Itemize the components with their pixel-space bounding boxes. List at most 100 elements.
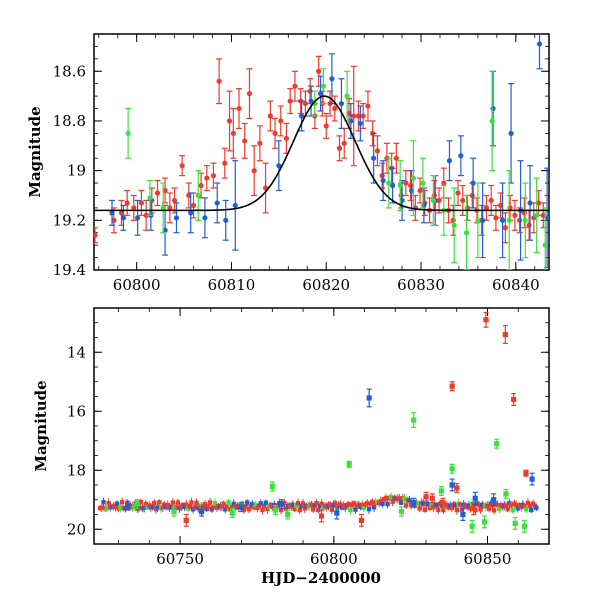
baseline-point — [403, 503, 409, 508]
baseline-point — [118, 505, 123, 510]
baseline-point — [505, 506, 510, 512]
baseline-point — [152, 500, 157, 506]
baseline-point — [170, 500, 176, 505]
baseline-point — [398, 500, 404, 505]
baseline-point — [101, 499, 106, 505]
bottom-axis-ticks: 60750 60800 60850 14 16 18 20 — [67, 307, 550, 568]
baseline-point — [113, 504, 118, 510]
red-data-point — [454, 485, 460, 491]
red-data-point — [460, 197, 466, 204]
baseline-point — [212, 501, 218, 506]
baseline-point — [211, 504, 216, 510]
baseline-point — [397, 496, 402, 501]
red-data-point — [323, 123, 329, 129]
blue-data-point — [499, 217, 506, 223]
green-data-point — [534, 212, 540, 218]
baseline-point — [282, 500, 287, 506]
green-data-point — [451, 222, 457, 228]
red-data-point — [287, 98, 293, 104]
red-data-point — [488, 197, 494, 204]
red-data-point — [403, 180, 409, 186]
red-data-point — [423, 494, 429, 500]
blue-data-point — [472, 495, 478, 501]
baseline-point — [436, 507, 441, 513]
blue-data-point — [366, 395, 372, 401]
red-data-point — [302, 100, 308, 107]
baseline-point — [106, 500, 111, 506]
red-data-point — [471, 506, 477, 512]
blue-data-point — [449, 482, 455, 488]
green-data-point — [134, 501, 140, 507]
bottom-panel: 60750 60800 60850 14 16 18 20 Magnitude HJD−24… — [32, 307, 550, 587]
bottom-x-axis-label: HJD−2400000 — [261, 569, 381, 587]
baseline-point — [327, 502, 333, 507]
green-data-point — [229, 510, 235, 516]
baseline-point — [380, 501, 385, 507]
baseline-point — [365, 501, 370, 506]
blue-data-point — [491, 497, 497, 503]
baseline-point — [231, 501, 236, 507]
red-data-point — [272, 130, 278, 136]
baseline-point — [299, 503, 304, 509]
blue-data-point — [109, 210, 115, 216]
red-data-point — [469, 192, 475, 199]
baseline-point — [189, 500, 194, 505]
green-data-point — [344, 93, 350, 99]
baseline-point — [104, 506, 110, 511]
baseline-point — [453, 503, 458, 508]
red-data-point — [124, 200, 130, 206]
red-data-point — [360, 113, 366, 119]
baseline-point — [207, 500, 213, 505]
green-data-point — [125, 130, 131, 136]
top-y-tick-label: 18.8 — [53, 112, 86, 130]
baseline-point — [131, 504, 137, 510]
red-data-point — [210, 173, 217, 179]
baseline-point — [157, 500, 162, 505]
baseline-point — [361, 505, 367, 510]
baseline-point — [221, 501, 226, 507]
green-data-point — [160, 205, 166, 211]
green-data-point — [285, 511, 291, 518]
baseline-point — [425, 502, 431, 507]
red-data-point — [222, 160, 228, 166]
red-data-point — [336, 145, 343, 151]
baseline-point — [204, 506, 209, 512]
baseline-point — [515, 506, 520, 511]
top-y-tick-label: 19 — [67, 162, 86, 180]
baseline-point — [248, 504, 253, 509]
baseline-point — [256, 503, 262, 509]
blue-data-point — [371, 155, 377, 161]
green-data-point — [438, 488, 444, 494]
baseline-point — [260, 507, 265, 513]
green-data-point — [542, 242, 548, 248]
baseline-point — [261, 503, 267, 509]
baseline-point — [309, 502, 314, 507]
baseline-point — [265, 506, 270, 512]
green-data-point — [475, 217, 481, 223]
blue-data-point — [202, 215, 208, 221]
blue-data-point — [338, 100, 345, 107]
bottom-y-axis-label: Magnitude — [32, 380, 50, 471]
blue-data-point — [380, 177, 386, 184]
baseline-point — [192, 505, 198, 510]
baseline-point — [495, 502, 500, 508]
baseline-point — [507, 501, 512, 506]
red-data-point — [455, 190, 461, 196]
blue-data-point — [125, 503, 131, 509]
blue-data-point — [214, 200, 220, 206]
blue-data-point — [173, 215, 180, 221]
red-data-point — [408, 182, 414, 189]
green-data-point — [430, 197, 436, 204]
red-data-point — [379, 173, 385, 179]
red-data-point — [431, 192, 437, 199]
baseline-point — [407, 498, 412, 503]
baseline-point — [138, 499, 143, 505]
blue-data-point — [308, 98, 314, 104]
red-data-point — [283, 135, 290, 141]
red-data-point — [523, 470, 529, 476]
baseline-point — [402, 496, 407, 501]
blue-data-point — [480, 217, 486, 223]
baseline-point — [253, 503, 258, 508]
red-data-point — [190, 202, 197, 209]
top-x-tick-label: 60820 — [302, 276, 350, 294]
